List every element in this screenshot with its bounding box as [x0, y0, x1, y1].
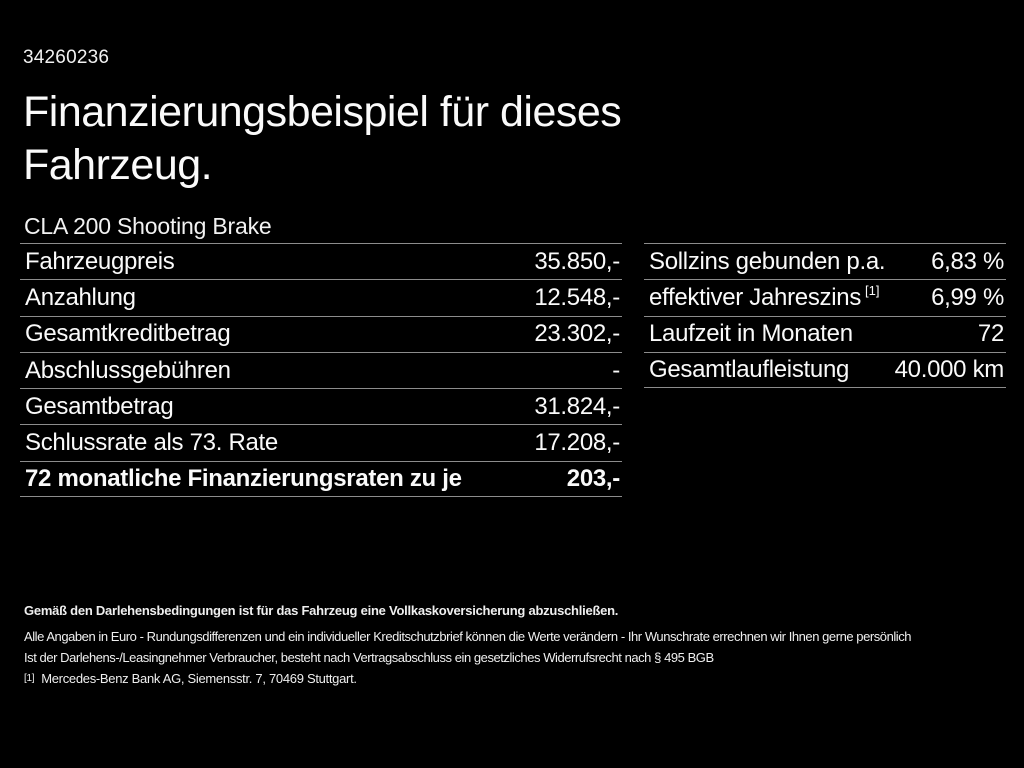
footnote-reference: [1]	[865, 282, 880, 298]
page-title-line-1: Finanzierungsbeispiel für dieses	[23, 88, 622, 136]
vehicle-model-name: CLA 200 Shooting Brake	[24, 213, 272, 239]
table-row-gesamtkreditbetrag: Gesamtkreditbetrag 23.302,-	[20, 315, 622, 352]
table-row-laufzeit: Laufzeit in Monaten 72	[644, 315, 1006, 352]
row-label: Abschlussgebühren	[25, 356, 231, 384]
row-value: 6,99 %	[931, 283, 1004, 311]
row-value: 17.208,-	[534, 429, 620, 457]
row-label: Sollzins gebunden p.a.	[649, 247, 886, 275]
page-title-line-2: Fahrzeug.	[23, 141, 213, 189]
financing-table-left: Fahrzeugpreis 35.850,- Anzahlung 12.548,…	[20, 243, 622, 498]
row-label: Gesamtbetrag	[25, 392, 174, 420]
disclaimer-line-1: Alle Angaben in Euro - Rundungsdifferenz…	[24, 629, 912, 644]
table-row-gesamtbetrag: Gesamtbetrag 31.824,-	[20, 388, 622, 424]
row-label: Gesamtkreditbetrag	[25, 320, 231, 348]
row-label: Anzahlung	[25, 283, 136, 311]
row-label: Laufzeit in Monaten	[649, 320, 853, 348]
insurance-note: Gemäß den Darlehensbedingungen ist für d…	[24, 603, 619, 618]
table-row-anzahlung: Anzahlung 12.548,-	[20, 279, 622, 315]
financing-table-right: Sollzins gebunden p.a. 6,83 % effektiver…	[644, 243, 1006, 389]
row-label: 72 monatliche Finanzierungsraten zu je	[25, 464, 462, 492]
row-value: 6,83 %	[931, 247, 1004, 275]
row-label: Schlussrate als 73. Rate	[25, 429, 278, 457]
footnote-text: Mercedes-Benz Bank AG, Siemensstr. 7, 70…	[41, 671, 357, 686]
row-value: 40.000 km	[894, 356, 1005, 384]
row-label: Fahrzeugpreis	[25, 247, 175, 275]
table-row-monatsrate: 72 monatliche Finanzierungsraten zu je 2…	[20, 460, 622, 498]
row-value: 23.302,-	[534, 320, 620, 348]
table-row-schlussrate: Schlussrate als 73. Rate 17.208,-	[20, 424, 622, 460]
table-row-abschlussgebuehren: Abschlussgebühren -	[20, 351, 622, 388]
row-value: -	[612, 356, 620, 384]
table-row-gesamtlaufleistung: Gesamtlaufleistung 40.000 km	[644, 351, 1006, 389]
table-row-sollzins: Sollzins gebunden p.a. 6,83 %	[644, 243, 1006, 279]
page-title: Finanzierungsbeispiel für dieses Fahrzeu…	[23, 86, 763, 192]
row-value: 31.824,-	[534, 392, 620, 420]
row-value: 12.548,-	[534, 283, 620, 311]
row-value: 203,-	[566, 464, 621, 492]
row-value: 72	[977, 320, 1004, 348]
row-label: effektiver Jahreszins [1]	[649, 282, 880, 311]
table-row-effektiver-jahreszins: effektiver Jahreszins [1] 6,99 %	[644, 279, 1006, 315]
document-id: 34260236	[23, 47, 110, 68]
footnote: [1] Mercedes-Benz Bank AG, Siemensstr. 7,…	[24, 671, 357, 686]
row-value: 35.850,-	[534, 247, 620, 275]
table-row-fahrzeugpreis: Fahrzeugpreis 35.850,-	[20, 243, 622, 279]
disclaimer-line-2: Ist der Darlehens-/Leasingnehmer Verbrau…	[24, 650, 714, 665]
row-label: Gesamtlaufleistung	[649, 356, 850, 384]
footnote-marker: [1]	[24, 673, 35, 684]
